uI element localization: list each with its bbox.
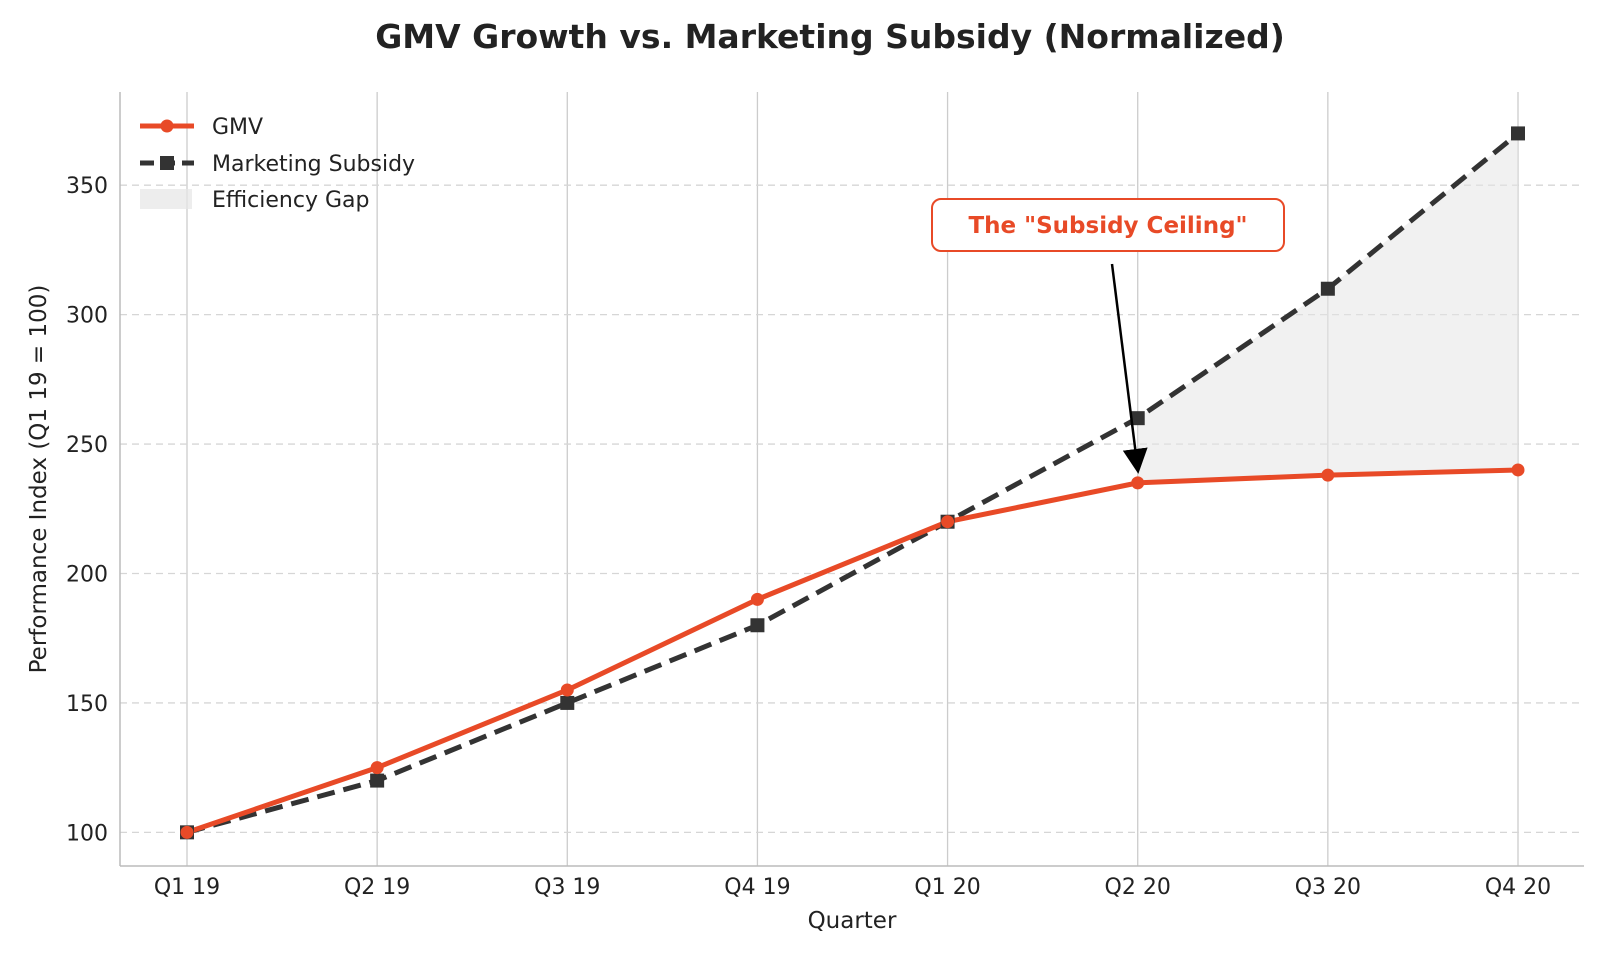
point-marketing-subsidy xyxy=(370,773,385,788)
x-tick-label: Q1 19 xyxy=(154,875,220,900)
efficiency-gap-fill xyxy=(1137,133,1518,483)
chart-title: GMV Growth vs. Marketing Subsidy (Normal… xyxy=(375,17,1285,56)
point-gmv xyxy=(941,515,955,529)
x-tick-label: Q3 19 xyxy=(534,875,600,900)
x-tick-label: Q4 19 xyxy=(724,875,790,900)
legend: GMV Marketing Subsidy Efficiency Gap xyxy=(140,115,415,213)
x-tick-labels: Q1 19 Q2 19 Q3 19 Q4 19 Q1 20 Q2 20 Q3 20 Q4 20 xyxy=(154,875,1551,900)
point-marketing-subsidy xyxy=(1130,411,1145,426)
efficiency-gap-fill-group xyxy=(1137,133,1518,483)
x-tick-label: Q4 20 xyxy=(1485,875,1551,900)
point-gmv xyxy=(560,683,574,697)
point-marketing-subsidy xyxy=(560,695,575,710)
legend-subsidy-marker xyxy=(160,156,174,170)
legend-gmv-marker xyxy=(160,119,174,133)
point-marketing-subsidy xyxy=(750,618,765,633)
point-marketing-subsidy xyxy=(1320,281,1335,296)
annotation-subsidy-ceiling: The "Subsidy Ceiling" xyxy=(931,198,1285,474)
point-gmv xyxy=(750,592,764,606)
x-tick-label: Q3 20 xyxy=(1295,875,1361,900)
y-tick-label: 250 xyxy=(66,433,108,458)
point-gmv xyxy=(1511,463,1525,477)
point-gmv xyxy=(180,825,194,839)
y-tick-label: 200 xyxy=(66,562,108,587)
y-tick-label: 350 xyxy=(66,174,108,199)
point-marketing-subsidy xyxy=(1511,126,1525,141)
series-markers xyxy=(180,126,1525,840)
y-tick-label: 100 xyxy=(66,821,108,846)
x-tick-label: Q1 20 xyxy=(914,875,980,900)
legend-gap-label: Efficiency Gap xyxy=(212,188,369,213)
series-line-gmv xyxy=(186,467,1519,835)
point-gmv xyxy=(1321,468,1335,482)
x-tick-label: Q2 20 xyxy=(1105,875,1171,900)
annotation-arrow xyxy=(1110,263,1148,474)
annotation-label: The "Subsidy Ceiling" xyxy=(968,213,1247,239)
y-tick-labels: 100 150 200 250 300 350 xyxy=(66,174,108,846)
series-lines xyxy=(186,131,1520,835)
legend-gap-swatch xyxy=(140,189,192,209)
legend-gmv-label: GMV xyxy=(212,115,263,140)
series-line-marketing-subsidy xyxy=(186,131,1520,835)
annotation-box xyxy=(931,198,1285,252)
x-tick-label: Q2 19 xyxy=(344,875,410,900)
x-axis-title: Quarter xyxy=(808,908,897,934)
y-tick-label: 300 xyxy=(66,304,108,329)
x-grid xyxy=(186,92,1519,866)
y-tick-label: 150 xyxy=(66,692,108,717)
point-gmv xyxy=(370,761,384,775)
legend-subsidy-label: Marketing Subsidy xyxy=(212,152,415,177)
point-gmv xyxy=(1131,476,1145,490)
y-axis-title: Performance Index (Q1 19 = 100) xyxy=(26,285,52,674)
